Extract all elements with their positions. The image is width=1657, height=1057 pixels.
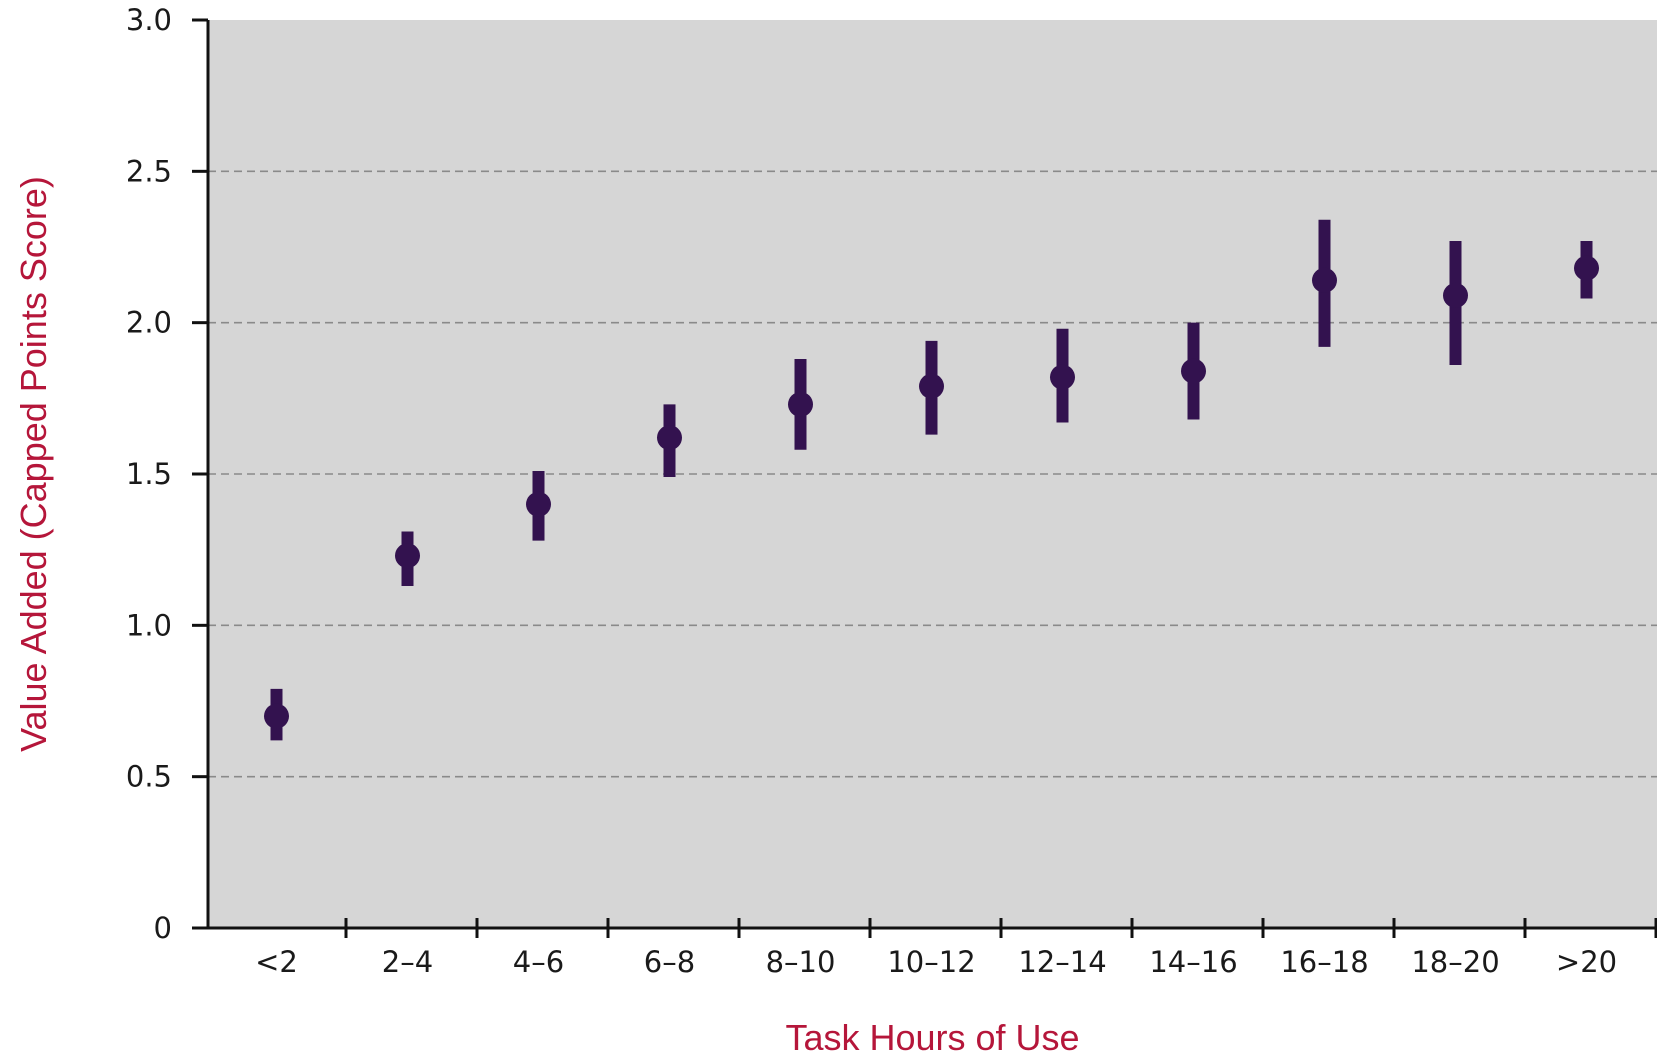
data-point	[526, 491, 551, 517]
y-tick-label: 0.5	[126, 760, 172, 794]
y-tick-label: 2.0	[126, 306, 172, 340]
x-tick-labels: <2 2–4 4–6 6–8 8–10 10–12 12–14 14–16 16–18 18–20…	[255, 945, 1617, 979]
gridlines	[208, 170, 1657, 778]
x-tick-label: 16–18	[1280, 945, 1368, 979]
x-tick-label: 2–4	[382, 945, 433, 979]
y-tick-labels: 0 0.5 1.0 1.5 2.0 2.5 3.0	[126, 3, 172, 945]
axes	[192, 18, 1657, 938]
x-tick-label: 10–12	[887, 945, 975, 979]
data-point	[1181, 358, 1206, 384]
y-tick-label: 1.0	[126, 608, 172, 642]
data-point	[264, 703, 289, 729]
x-tick-label: <2	[255, 945, 298, 979]
y-tick-label: 3.0	[126, 3, 172, 37]
data-point	[1312, 267, 1337, 293]
data-point	[395, 543, 420, 569]
y-tick-label: 2.5	[126, 154, 172, 188]
x-tick-label: >20	[1556, 945, 1617, 979]
data-point	[1050, 364, 1075, 390]
y-tick-label: 0	[154, 911, 172, 945]
x-tick-label: 6–8	[644, 945, 695, 979]
data-point	[919, 373, 944, 399]
x-tick-label: 8–10	[766, 945, 836, 979]
x-tick-label: 14–16	[1149, 945, 1237, 979]
x-axis-title: Task Hours of Use	[785, 1017, 1079, 1057]
plot-area	[208, 20, 1657, 928]
data-point	[1443, 282, 1468, 308]
data-point	[1574, 255, 1599, 281]
x-tick-label: 18–20	[1411, 945, 1499, 979]
data-point	[657, 425, 682, 451]
x-tick-label: 4–6	[513, 945, 564, 979]
y-tick-label: 1.5	[126, 457, 172, 491]
data-point	[788, 391, 813, 417]
data-marks	[264, 219, 1599, 741]
y-axis-title: Value Added (Capped Points Score)	[13, 176, 54, 752]
x-tick-label: 12–14	[1018, 945, 1106, 979]
